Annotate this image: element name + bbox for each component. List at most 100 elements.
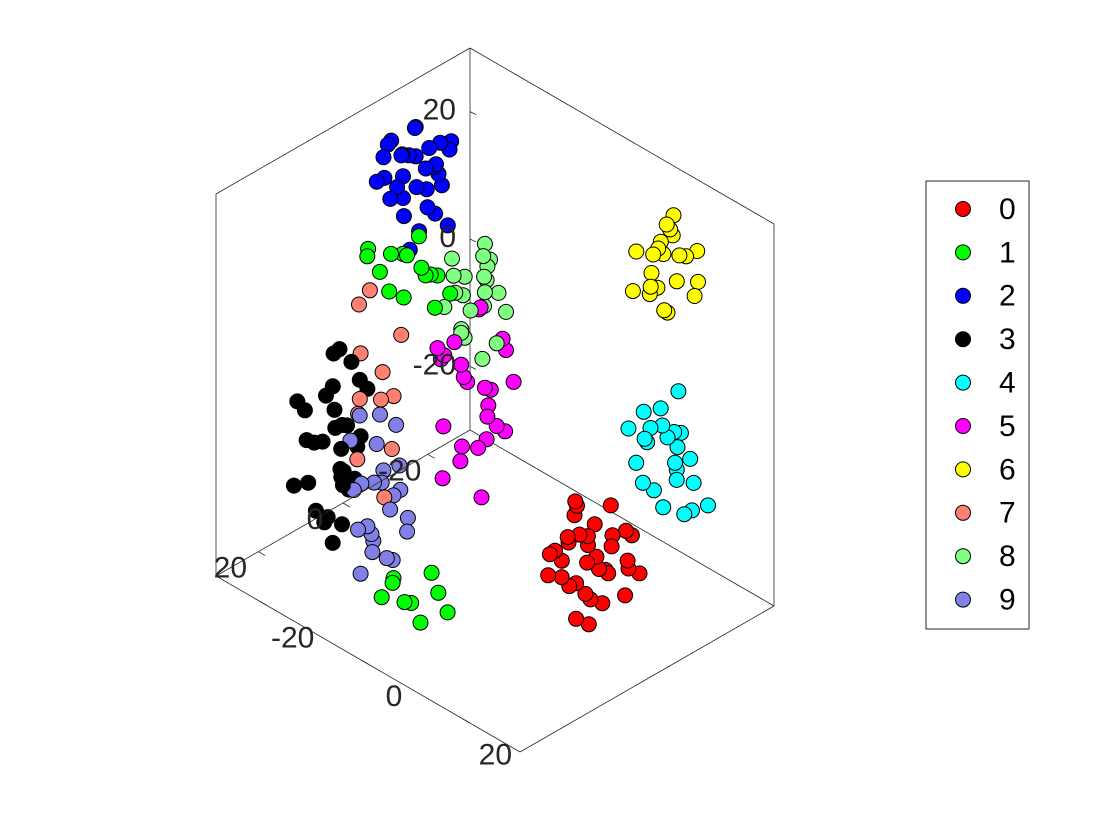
data-point-class-7 <box>349 451 366 468</box>
data-point-class-5 <box>446 334 463 351</box>
legend-label: 5 <box>999 410 1016 443</box>
y-tick-label: -20 <box>378 454 421 487</box>
data-point-class-9 <box>399 523 416 540</box>
data-point-class-6 <box>645 246 662 263</box>
data-point-class-3 <box>334 477 351 494</box>
data-points <box>285 119 716 633</box>
data-point-class-4 <box>635 403 652 420</box>
data-point-class-4 <box>645 482 662 499</box>
data-point-class-4 <box>682 450 699 467</box>
legend-marker <box>955 244 971 261</box>
data-point-class-3 <box>318 387 334 404</box>
data-point-class-4 <box>676 506 693 523</box>
data-point-class-0 <box>577 585 594 602</box>
data-point-class-6 <box>656 302 673 319</box>
data-point-class-8 <box>445 267 462 284</box>
legend-marker <box>955 591 971 608</box>
data-point-class-0 <box>617 587 634 604</box>
legend-marker <box>955 287 971 304</box>
data-point-class-2 <box>368 173 385 190</box>
data-point-class-7 <box>361 282 378 299</box>
data-point-class-5 <box>476 379 493 396</box>
legend-box <box>925 180 1030 630</box>
legend-marker <box>955 548 971 565</box>
data-point-class-8 <box>488 335 505 352</box>
data-point-class-1 <box>381 283 398 300</box>
data-point-class-2 <box>417 160 434 177</box>
data-point-class-4 <box>636 430 653 447</box>
data-point-class-6 <box>686 288 703 304</box>
data-point-class-9 <box>382 501 399 518</box>
axes-edge <box>519 605 775 753</box>
data-point-class-6 <box>690 273 706 290</box>
data-point-class-0 <box>559 529 576 546</box>
data-point-class-1 <box>410 228 427 245</box>
legend-label: 3 <box>999 323 1016 356</box>
axis-tick-labels: -20 0 20 -20 0 20 -20 0 20 <box>214 94 512 772</box>
data-point-class-7 <box>374 364 391 381</box>
data-point-class-8 <box>498 303 514 320</box>
data-point-class-3 <box>351 371 368 388</box>
legend-label: 1 <box>999 236 1016 269</box>
data-point-class-2 <box>382 190 399 207</box>
data-point-class-4 <box>652 400 669 417</box>
data-point-class-0 <box>541 546 558 563</box>
data-point-class-5 <box>505 373 522 390</box>
data-point-class-5 <box>470 439 487 456</box>
z-tick-label: 0 <box>439 221 456 254</box>
data-point-class-2 <box>393 147 410 164</box>
data-point-class-0 <box>603 538 620 555</box>
data-point-class-1 <box>413 259 430 276</box>
data-point-class-3 <box>324 534 341 551</box>
data-point-class-9 <box>399 509 416 526</box>
data-point-class-1 <box>399 247 415 264</box>
data-point-class-0 <box>586 516 603 533</box>
data-point-class-6 <box>643 265 660 281</box>
data-point-class-0 <box>618 522 634 539</box>
data-point-class-1 <box>426 299 443 316</box>
data-point-class-9 <box>352 565 369 582</box>
legend-marker <box>955 201 971 217</box>
data-point-class-9 <box>372 406 388 423</box>
data-point-class-8 <box>462 302 479 319</box>
axes-box-back <box>215 47 775 753</box>
data-point-class-0 <box>540 567 557 584</box>
data-point-class-4 <box>670 383 687 400</box>
legend-label: 4 <box>999 367 1016 400</box>
data-point-class-5 <box>453 356 470 373</box>
legend-label: 8 <box>999 540 1016 573</box>
data-point-class-4 <box>667 454 683 471</box>
data-point-class-5 <box>435 418 452 435</box>
data-point-class-4 <box>620 420 637 437</box>
data-point-class-5 <box>452 453 469 470</box>
data-point-class-1 <box>373 589 390 606</box>
data-point-class-0 <box>619 552 636 569</box>
legend-label: 7 <box>999 497 1016 530</box>
data-point-class-0 <box>568 610 585 627</box>
data-point-class-1 <box>430 584 447 601</box>
data-point-class-2 <box>395 208 412 225</box>
legend-label: 0 <box>999 193 1016 226</box>
data-point-class-1 <box>395 289 412 306</box>
data-point-class-6 <box>658 216 675 233</box>
data-point-class-6 <box>668 273 685 290</box>
data-point-class-2 <box>408 179 425 196</box>
data-point-class-2 <box>375 149 392 166</box>
data-point-class-1 <box>383 245 399 262</box>
data-point-class-9 <box>378 550 395 567</box>
data-point-class-3 <box>300 474 317 491</box>
data-point-class-0 <box>602 497 619 514</box>
data-point-class-3 <box>298 432 315 449</box>
data-point-class-3 <box>332 461 349 477</box>
data-point-class-3 <box>326 401 343 418</box>
data-point-class-1 <box>439 604 456 621</box>
axes-box-front <box>215 111 521 753</box>
data-point-class-6 <box>624 283 641 300</box>
data-point-class-2 <box>421 140 438 156</box>
data-point-class-3 <box>333 440 350 457</box>
data-point-class-9 <box>364 544 381 561</box>
legend-marker <box>955 461 971 478</box>
data-point-class-4 <box>700 497 716 514</box>
data-point-class-0 <box>567 493 584 510</box>
data-point-class-5 <box>473 489 490 506</box>
